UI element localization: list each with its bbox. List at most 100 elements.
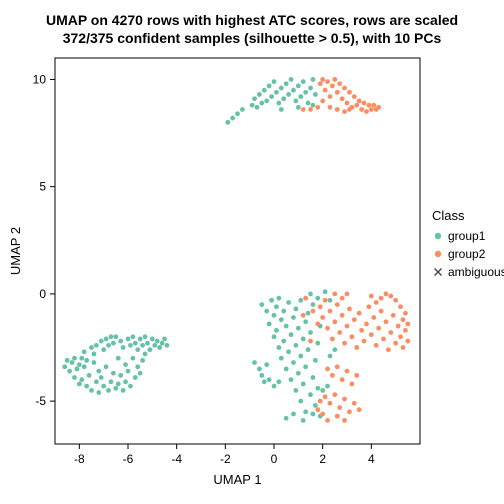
point-group1 bbox=[96, 369, 101, 374]
point-group1 bbox=[79, 377, 84, 382]
point-group2 bbox=[301, 313, 306, 318]
title-line-2: 372/375 confident samples (silhouette > … bbox=[0, 30, 504, 48]
point-group2 bbox=[388, 294, 393, 299]
point-group2 bbox=[364, 109, 369, 114]
x-axis-label: UMAP 1 bbox=[213, 472, 261, 487]
point-group1 bbox=[116, 382, 121, 387]
legend-marker-group1 bbox=[435, 233, 441, 239]
point-group1 bbox=[118, 373, 123, 378]
point-group2 bbox=[320, 98, 325, 103]
point-group2 bbox=[357, 311, 362, 316]
point-group1 bbox=[143, 334, 148, 339]
point-group2 bbox=[359, 107, 364, 112]
point-group1 bbox=[301, 79, 306, 84]
point-group1 bbox=[303, 90, 308, 95]
point-group1 bbox=[267, 83, 272, 88]
legend-label-group1: group1 bbox=[448, 229, 486, 243]
point-group2 bbox=[330, 337, 335, 342]
point-group2 bbox=[401, 345, 406, 350]
point-group1 bbox=[298, 399, 303, 404]
point-group2 bbox=[340, 377, 345, 382]
point-group2 bbox=[403, 328, 408, 333]
x-tick-label: 4 bbox=[368, 452, 375, 466]
point-group1 bbox=[259, 302, 264, 307]
point-group2 bbox=[362, 101, 367, 106]
point-group1 bbox=[138, 337, 143, 342]
point-group2 bbox=[352, 317, 357, 322]
point-group2 bbox=[347, 307, 352, 312]
point-group2 bbox=[320, 412, 325, 417]
point-group1 bbox=[252, 96, 257, 101]
point-group2 bbox=[320, 77, 325, 82]
point-group1 bbox=[269, 298, 274, 303]
point-group1 bbox=[94, 343, 99, 348]
point-group1 bbox=[298, 298, 303, 303]
point-group2 bbox=[323, 298, 328, 303]
point-group1 bbox=[286, 300, 291, 305]
point-group2 bbox=[325, 79, 330, 84]
point-group2 bbox=[332, 291, 337, 296]
point-group1 bbox=[291, 412, 296, 417]
point-group2 bbox=[328, 105, 333, 110]
point-group1 bbox=[77, 362, 82, 367]
legend-marker-group2 bbox=[435, 251, 441, 257]
point-group2 bbox=[401, 317, 406, 322]
point-group2 bbox=[323, 88, 328, 93]
point-group2 bbox=[405, 339, 410, 344]
point-group1 bbox=[315, 296, 320, 301]
point-group1 bbox=[89, 345, 94, 350]
point-group2 bbox=[393, 298, 398, 303]
point-group1 bbox=[77, 382, 82, 387]
point-group1 bbox=[92, 360, 97, 365]
point-group2 bbox=[384, 319, 389, 324]
y-tick-label: 10 bbox=[33, 72, 47, 86]
point-group2 bbox=[398, 304, 403, 309]
point-group2 bbox=[405, 322, 410, 327]
point-group2 bbox=[354, 373, 359, 378]
point-group1 bbox=[272, 313, 277, 318]
point-group1 bbox=[272, 384, 277, 389]
point-group1 bbox=[123, 379, 128, 384]
point-group1 bbox=[313, 358, 318, 363]
point-group2 bbox=[328, 401, 333, 406]
point-group1 bbox=[320, 388, 325, 393]
point-group1 bbox=[72, 356, 77, 361]
point-group1 bbox=[252, 360, 257, 365]
point-group1 bbox=[306, 311, 311, 316]
point-group1 bbox=[276, 345, 281, 350]
x-tick-label: 0 bbox=[271, 452, 278, 466]
point-group1 bbox=[301, 382, 306, 387]
point-group1 bbox=[294, 98, 299, 103]
point-group1 bbox=[264, 309, 269, 314]
point-group2 bbox=[342, 418, 347, 423]
point-group1 bbox=[162, 337, 167, 342]
point-group1 bbox=[264, 362, 269, 367]
point-group1 bbox=[75, 367, 80, 372]
point-group2 bbox=[318, 304, 323, 309]
point-group1 bbox=[89, 388, 94, 393]
point-group1 bbox=[269, 94, 274, 99]
point-group1 bbox=[264, 98, 269, 103]
point-group1 bbox=[313, 92, 318, 97]
point-group1 bbox=[274, 304, 279, 309]
point-group1 bbox=[303, 319, 308, 324]
point-group1 bbox=[296, 371, 301, 376]
point-group1 bbox=[286, 349, 291, 354]
point-group1 bbox=[328, 298, 333, 303]
point-group2 bbox=[340, 96, 345, 101]
legend-label-ambiguous: ambiguous bbox=[448, 265, 504, 279]
point-group1 bbox=[94, 379, 99, 384]
point-group2 bbox=[354, 345, 359, 350]
point-group1 bbox=[230, 116, 235, 121]
point-group1 bbox=[308, 392, 313, 397]
point-group1 bbox=[165, 343, 170, 348]
point-group2 bbox=[345, 101, 350, 106]
point-group1 bbox=[87, 373, 92, 378]
point-group1 bbox=[303, 364, 308, 369]
point-group1 bbox=[325, 384, 330, 389]
point-group2 bbox=[311, 309, 316, 314]
point-group1 bbox=[332, 347, 337, 352]
legend-label-group2: group2 bbox=[448, 247, 486, 261]
point-group1 bbox=[65, 358, 70, 363]
point-group1 bbox=[106, 388, 111, 393]
